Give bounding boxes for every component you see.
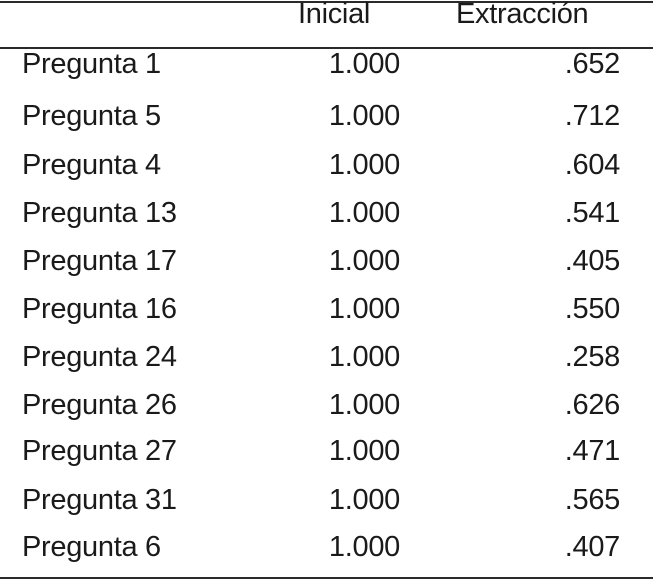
row-inicial: 1.000 xyxy=(328,149,400,181)
row-inicial: 1.000 xyxy=(328,293,400,325)
row-label: Pregunta 16 xyxy=(22,293,177,325)
row-label: Pregunta 24 xyxy=(22,341,177,373)
row-extraccion: .405 xyxy=(564,245,621,277)
row-inicial: 1.000 xyxy=(328,100,400,132)
row-extraccion: .652 xyxy=(564,48,621,80)
table-row: Pregunta 26 1.000 .626 xyxy=(0,388,653,422)
row-inicial: 1.000 xyxy=(328,341,400,373)
row-label: Pregunta 13 xyxy=(22,197,177,229)
table-row: Pregunta 6 1.000 .407 xyxy=(0,530,653,564)
row-extraccion: .550 xyxy=(564,293,621,325)
row-label: Pregunta 17 xyxy=(22,245,177,277)
row-extraccion: .471 xyxy=(564,435,621,467)
row-label: Pregunta 6 xyxy=(22,531,161,563)
table-row: Pregunta 13 1.000 .541 xyxy=(0,196,653,230)
row-label: Pregunta 26 xyxy=(22,389,177,421)
table-top-rule xyxy=(0,1,653,3)
header-extraccion: Extracción xyxy=(456,0,589,30)
table-bottom-rule xyxy=(0,577,653,579)
row-inicial: 1.000 xyxy=(328,389,400,421)
row-extraccion: .565 xyxy=(564,484,621,516)
table-row: Pregunta 27 1.000 .471 xyxy=(0,434,653,468)
table-row: Pregunta 31 1.000 .565 xyxy=(0,483,653,517)
row-label: Pregunta 27 xyxy=(22,435,177,467)
row-extraccion: .407 xyxy=(564,531,621,563)
row-label: Pregunta 31 xyxy=(22,484,177,516)
row-label: Pregunta 5 xyxy=(22,100,161,132)
row-extraccion: .712 xyxy=(564,100,621,132)
row-inicial: 1.000 xyxy=(328,435,400,467)
row-label: Pregunta 1 xyxy=(22,48,161,80)
row-inicial: 1.000 xyxy=(328,531,400,563)
table-row: Pregunta 1 1.000 .652 xyxy=(0,47,653,81)
table-row: Pregunta 17 1.000 .405 xyxy=(0,244,653,278)
table-row: Pregunta 5 1.000 .712 xyxy=(0,99,653,133)
row-inicial: 1.000 xyxy=(328,197,400,229)
row-extraccion: .541 xyxy=(564,197,621,229)
table-row: Pregunta 4 1.000 .604 xyxy=(0,148,653,182)
row-inicial: 1.000 xyxy=(328,245,400,277)
row-extraccion: .626 xyxy=(564,389,621,421)
table-row: Pregunta 16 1.000 .550 xyxy=(0,292,653,326)
row-inicial: 1.000 xyxy=(328,484,400,516)
header-divider-rule xyxy=(0,47,653,49)
row-label: Pregunta 4 xyxy=(22,149,161,181)
table-row: Pregunta 24 1.000 .258 xyxy=(0,340,653,374)
row-inicial: 1.000 xyxy=(328,48,400,80)
header-inicial: Inicial xyxy=(298,0,371,30)
row-extraccion: .604 xyxy=(564,149,621,181)
row-extraccion: .258 xyxy=(564,341,621,373)
